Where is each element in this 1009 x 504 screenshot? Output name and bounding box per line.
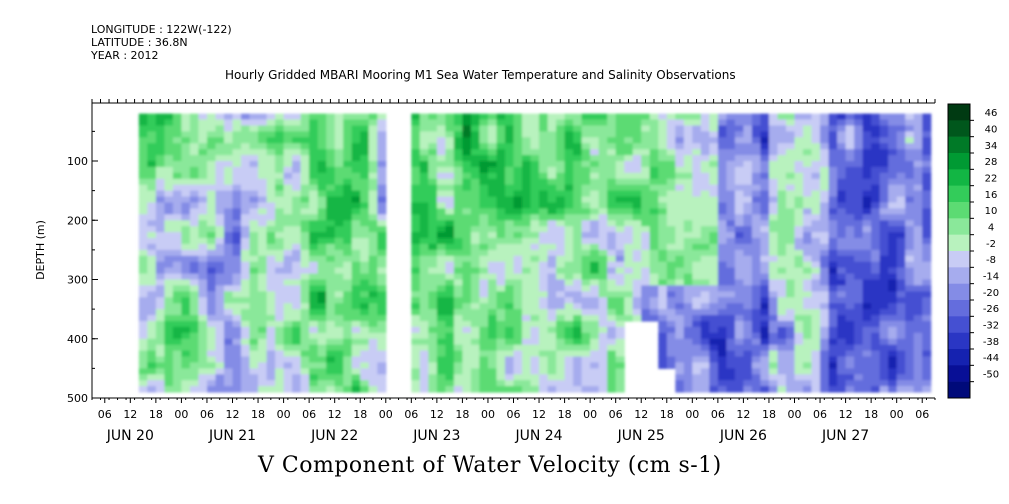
x-tick-label: 18: [353, 408, 367, 421]
colorbar-label: -2: [986, 239, 996, 250]
colorbar-swatch: [948, 332, 970, 350]
x-day-label: JUN 25: [617, 428, 665, 444]
x-tick-label: 06: [404, 408, 418, 421]
variable-title: V Component of Water Velocity (cm s-1): [258, 453, 722, 478]
x-tick-label: 00: [583, 408, 597, 421]
colorbar-swatch: [948, 202, 970, 219]
x-tick-label: 18: [149, 408, 163, 421]
colorbar-swatch: [948, 267, 970, 284]
x-tick-label: 18: [455, 408, 469, 421]
x-tick-label: 00: [379, 408, 393, 421]
colorbar-label: 34: [985, 141, 998, 152]
x-tick-label: 12: [123, 408, 137, 421]
colorbar-label: 4: [988, 223, 994, 234]
x-tick-label: 06: [507, 408, 521, 421]
colorbar-label: 28: [985, 157, 998, 168]
x-day-label: JUN 24: [514, 428, 562, 444]
colorbar-swatch: [948, 104, 970, 121]
colorbar-label: -44: [983, 353, 999, 364]
x-tick-label: 06: [200, 408, 214, 421]
colorbar-label: -26: [983, 304, 999, 315]
colorbar-label: -38: [983, 337, 999, 348]
x-tick-label: 18: [762, 408, 776, 421]
x-tick-label: 12: [839, 408, 853, 421]
colorbar-swatch: [948, 251, 970, 268]
colorbar-swatch: [948, 120, 970, 137]
colorbar-swatch: [948, 365, 970, 382]
x-tick-label: 06: [609, 408, 623, 421]
x-tick-label: 06: [302, 408, 316, 421]
colorbar-label: 10: [985, 206, 998, 217]
colorbar-swatch: [948, 300, 970, 317]
y-tick-label: 500: [67, 392, 88, 405]
colorbar-swatch: [948, 136, 970, 154]
x-tick-label: 12: [634, 408, 648, 421]
x-tick-label: 12: [736, 408, 750, 421]
x-tick-label: 06: [98, 408, 112, 421]
y-axis-label: DEPTH (m): [34, 220, 47, 280]
heatmap-cells: [138, 113, 932, 393]
x-tick-label: 18: [251, 408, 265, 421]
year-label: YEAR : 2012: [91, 49, 159, 62]
y-tick-label: 200: [67, 214, 88, 227]
x-day-label: JUN 26: [719, 428, 767, 444]
colorbar-swatch: [948, 283, 970, 301]
colorbar-label: 16: [985, 190, 998, 201]
chart-title: Hourly Gridded MBARI Mooring M1 Sea Wate…: [225, 68, 736, 82]
colorbar-label: 22: [985, 174, 998, 185]
x-tick-label: 12: [430, 408, 444, 421]
colorbar-label: -8: [986, 255, 996, 266]
x-day-label: JUN 20: [106, 428, 154, 444]
x-tick-label: 00: [481, 408, 495, 421]
x-day-label: JUN 23: [412, 428, 460, 444]
x-tick-label: 18: [864, 408, 878, 421]
x-tick-label: 06: [915, 408, 929, 421]
x-day-label: JUN 21: [208, 428, 256, 444]
colorbar-swatch: [948, 185, 970, 203]
x-tick-label: 00: [277, 408, 291, 421]
colorbar-swatch: [948, 169, 970, 186]
x-tick-label: 00: [685, 408, 699, 421]
longitude-label: LONGITUDE : 122W(-122): [91, 23, 232, 36]
x-tick-label: 18: [660, 408, 674, 421]
colorbar-swatch: [948, 349, 970, 366]
x-tick-label: 12: [226, 408, 240, 421]
colorbar-label: 46: [985, 108, 998, 119]
latitude-label: LATITUDE : 36.8N: [91, 36, 188, 49]
x-tick-label: 00: [890, 408, 904, 421]
colorbar-swatch: [948, 234, 970, 252]
x-tick-label: 06: [711, 408, 725, 421]
y-tick-label: 300: [67, 274, 88, 287]
colorbar-label: 40: [985, 125, 998, 136]
y-tick-label: 400: [67, 333, 88, 346]
colorbar-label: -14: [983, 272, 999, 283]
y-tick-label: 100: [67, 155, 88, 168]
x-day-label: JUN 27: [821, 428, 869, 444]
x-tick-label: 12: [532, 408, 546, 421]
colorbar-swatch: [948, 153, 970, 170]
colorbar-label: -50: [983, 370, 999, 381]
colorbar-label: -32: [983, 321, 999, 332]
x-tick-label: 18: [558, 408, 572, 421]
x-tick-label: 12: [328, 408, 342, 421]
x-tick-label: 06: [813, 408, 827, 421]
colorbar-swatch: [948, 218, 970, 235]
x-tick-label: 00: [174, 408, 188, 421]
colorbar-swatch: [948, 316, 970, 333]
x-day-label: JUN 22: [310, 428, 358, 444]
colorbar-label: -20: [983, 288, 999, 299]
x-tick-label: 00: [788, 408, 802, 421]
colorbar-swatch: [948, 381, 970, 399]
